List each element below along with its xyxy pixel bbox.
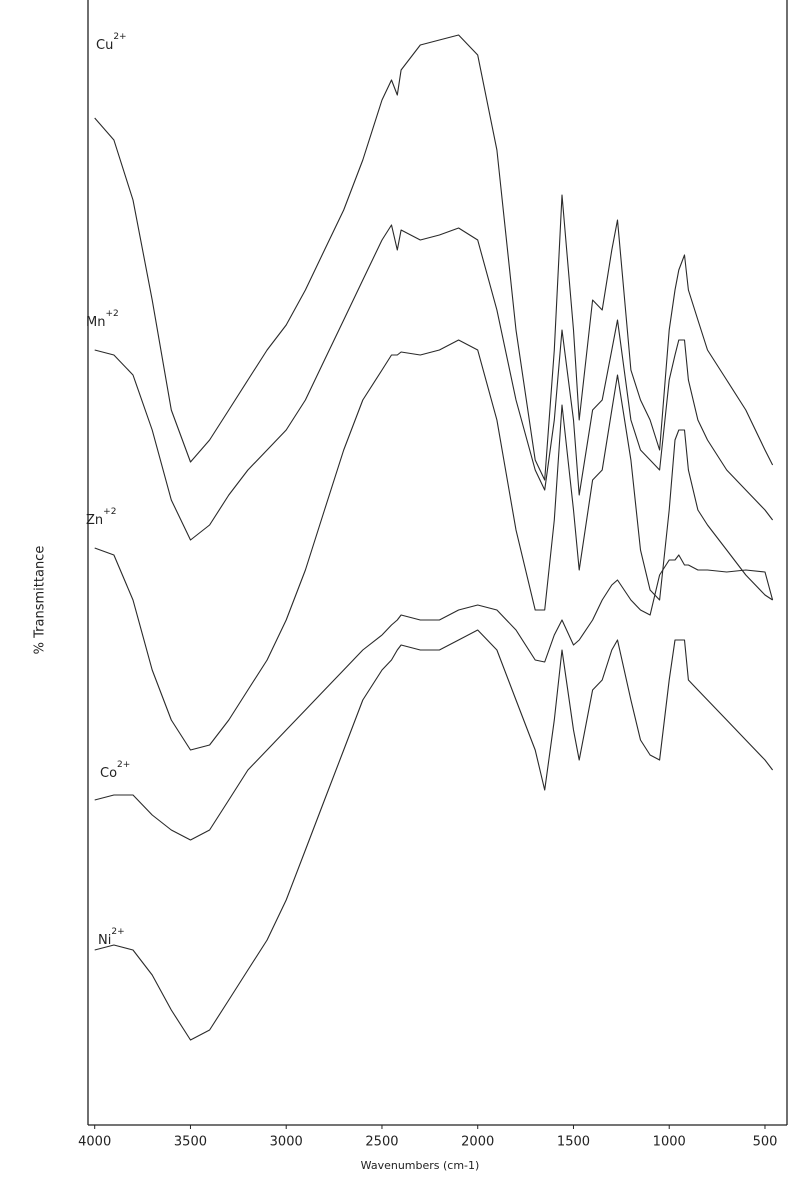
x-tick-label: 2000 <box>461 1135 494 1150</box>
series-label: Mn+2 <box>86 309 119 330</box>
spectrum-line <box>94 554 774 841</box>
spectrum-line <box>94 224 774 541</box>
spectrum-line <box>94 629 774 1041</box>
series-charge: 2+ <box>117 760 130 770</box>
x-tick-label: 1500 <box>557 1135 590 1150</box>
series-charge: 2+ <box>111 927 124 937</box>
series-name: Cu <box>96 38 113 53</box>
y-axis-label: % Transmittance <box>33 546 48 655</box>
series-charge: 2+ <box>113 32 126 42</box>
x-tick-label: 500 <box>753 1135 778 1150</box>
series-name: Ni <box>98 933 111 948</box>
series-label: Cu2+ <box>96 32 127 53</box>
series-label: Co2+ <box>100 760 130 781</box>
x-tick-label: 2500 <box>365 1135 398 1150</box>
x-tick-label: 4000 <box>78 1135 111 1150</box>
series-name: Zn <box>86 513 103 528</box>
series-charge: +2 <box>103 507 116 517</box>
x-axis-label: Wavenumbers (cm-1) <box>361 1159 480 1172</box>
x-tick-label: 1000 <box>653 1135 686 1150</box>
series-label: Ni2+ <box>98 927 125 948</box>
series-name: Mn <box>86 315 105 330</box>
series-label: Zn+2 <box>86 507 116 528</box>
series-name: Co <box>100 766 117 781</box>
spectrum-line <box>94 339 773 751</box>
series-charge: +2 <box>105 309 118 319</box>
x-tick-label: 3500 <box>174 1135 207 1150</box>
spectrum-line <box>94 34 774 481</box>
x-tick-label: 3000 <box>270 1135 303 1150</box>
